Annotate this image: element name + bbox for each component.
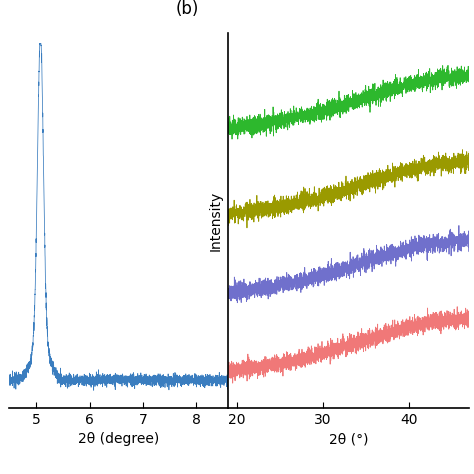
Text: (b): (b) xyxy=(175,0,199,18)
X-axis label: 2θ (°): 2θ (°) xyxy=(329,432,369,446)
Y-axis label: Intensity: Intensity xyxy=(209,190,223,251)
X-axis label: 2θ (degree): 2θ (degree) xyxy=(78,432,160,446)
